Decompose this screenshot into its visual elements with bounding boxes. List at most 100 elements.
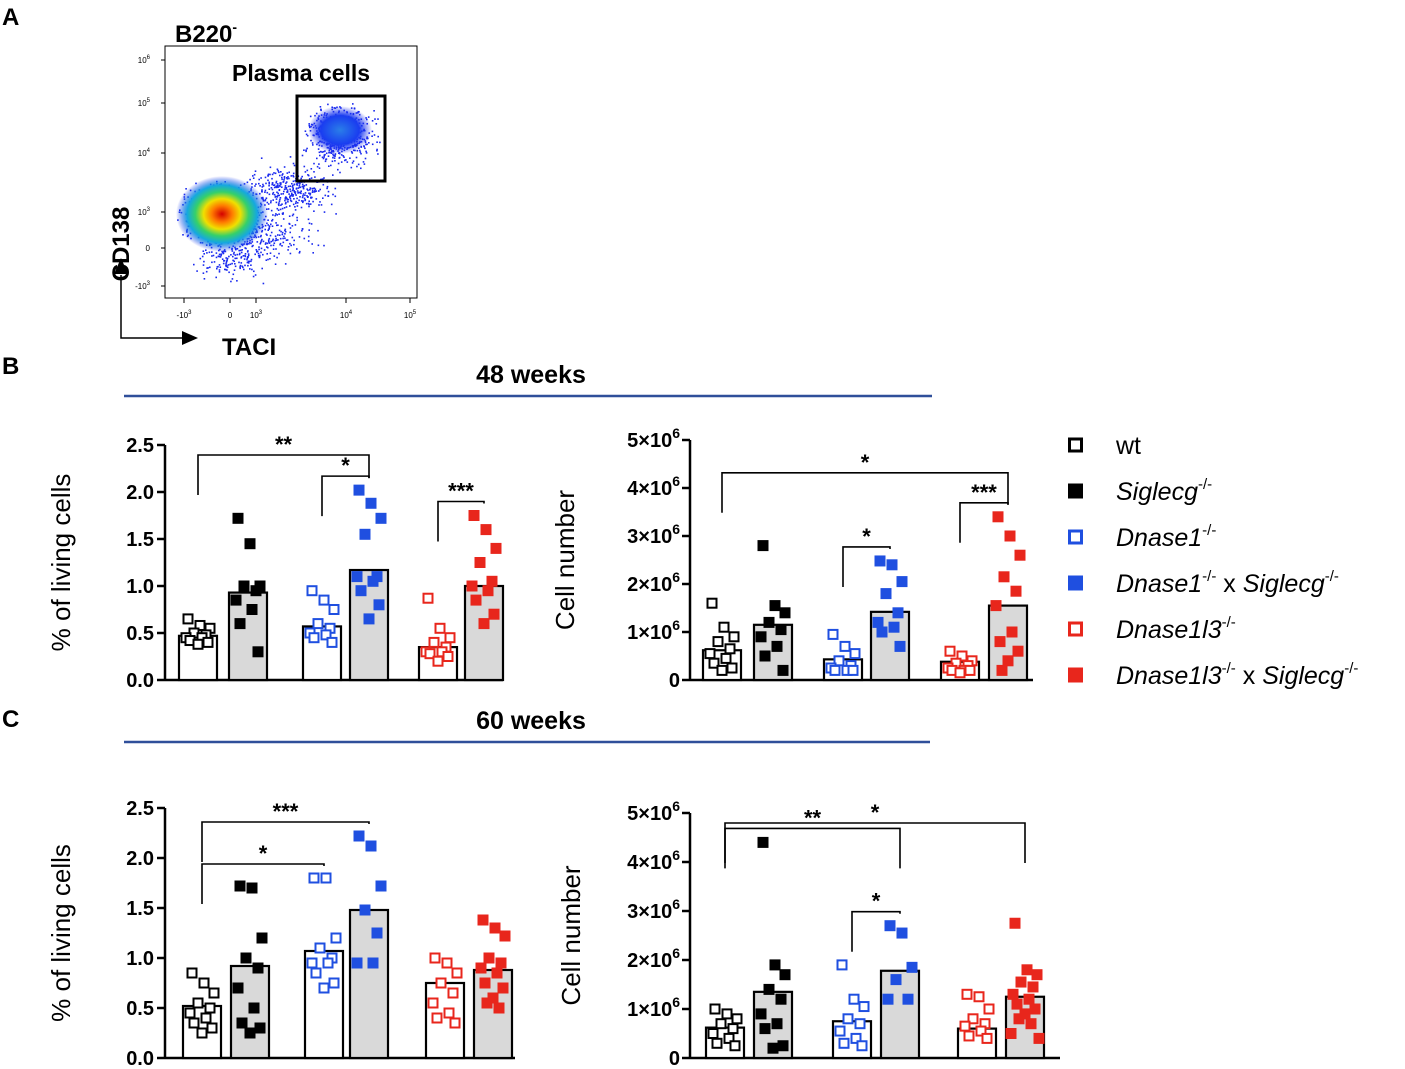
flow-event-dot bbox=[284, 186, 287, 189]
flow-event-dot bbox=[309, 192, 312, 195]
flow-event-dot bbox=[302, 187, 305, 190]
flow-event-dot bbox=[321, 151, 324, 153]
flow-event-dot bbox=[338, 157, 341, 159]
flow-event-dot bbox=[287, 246, 290, 248]
data-point bbox=[906, 961, 918, 973]
flow-event-dot bbox=[272, 248, 275, 250]
data-point bbox=[769, 600, 781, 612]
flow-event-dot bbox=[304, 171, 307, 173]
flow-event-dot bbox=[335, 213, 337, 215]
flow-event-dot bbox=[260, 251, 262, 254]
flow-event-dot bbox=[306, 188, 308, 190]
flow-event-dot bbox=[219, 266, 222, 268]
flow-event-dot bbox=[234, 254, 237, 256]
data-point bbox=[234, 880, 246, 892]
flow-event-dot bbox=[334, 195, 337, 198]
flow-event-dot bbox=[268, 226, 271, 228]
flow-event-dot bbox=[289, 231, 291, 234]
flow-event-dot bbox=[268, 241, 270, 243]
flow-event-dot bbox=[284, 228, 287, 231]
data-point bbox=[975, 1025, 987, 1037]
panel-label-a: A bbox=[2, 4, 19, 31]
flow-event-dot bbox=[253, 270, 255, 273]
flow-event-dot bbox=[297, 192, 299, 194]
flow-event-dot bbox=[239, 267, 241, 270]
flow-event-dot bbox=[274, 172, 277, 175]
flow-event-dot bbox=[262, 240, 265, 243]
flow-event-dot bbox=[276, 207, 279, 210]
flow-event-dot bbox=[302, 193, 305, 195]
flow-event-dot bbox=[337, 162, 340, 165]
flow-event-dot bbox=[317, 148, 320, 150]
data-point bbox=[365, 840, 377, 852]
flow-event-dot bbox=[240, 251, 243, 254]
flow-event-dot bbox=[262, 253, 264, 256]
flow-event-dot bbox=[371, 130, 374, 133]
flow-event-dot bbox=[295, 188, 298, 190]
data-point bbox=[477, 914, 489, 926]
flow-event-dot bbox=[351, 162, 354, 164]
flow-event-dot bbox=[286, 199, 289, 201]
data-point bbox=[312, 618, 324, 630]
flow-event-dot bbox=[295, 194, 297, 196]
flow-event-dot bbox=[291, 214, 294, 217]
flow-event-dot bbox=[281, 207, 284, 210]
data-point bbox=[188, 1017, 200, 1029]
flow-event-dot bbox=[327, 103, 329, 106]
flow-event-dot bbox=[362, 161, 365, 163]
data-point bbox=[847, 664, 859, 676]
significance-bracket bbox=[724, 822, 1026, 863]
data-point bbox=[468, 510, 480, 521]
flow-event-dot bbox=[308, 192, 310, 195]
flow-event-dot bbox=[259, 242, 262, 245]
data-point bbox=[480, 524, 492, 536]
flow-event-dot bbox=[289, 195, 291, 197]
data-point bbox=[363, 613, 375, 625]
data-point bbox=[490, 542, 502, 554]
flow-event-dot bbox=[313, 191, 316, 193]
flow-event-dot bbox=[275, 186, 278, 189]
panel-label-b: B bbox=[2, 353, 19, 380]
flow-event-dot bbox=[286, 172, 289, 174]
flow-event-dot bbox=[307, 196, 309, 198]
flow-event-dot bbox=[275, 195, 277, 198]
flow-event-dot bbox=[303, 184, 306, 187]
legend-label: Dnase1-/- x Siglecg-/- bbox=[1116, 568, 1339, 598]
flow-event-dot bbox=[311, 196, 313, 199]
flow-event-dot bbox=[270, 209, 273, 212]
y-tick-label: 1×106 bbox=[627, 617, 680, 644]
data-point bbox=[451, 967, 463, 979]
flow-event-dot bbox=[298, 236, 301, 238]
flow-event-dot bbox=[303, 149, 305, 151]
data-point bbox=[755, 1008, 767, 1020]
flow-event-dot bbox=[293, 243, 295, 246]
legend-marker bbox=[1068, 437, 1083, 453]
flow-event-dot bbox=[276, 183, 279, 185]
flow-event-dot bbox=[292, 172, 295, 175]
flow-plasma-density bbox=[308, 106, 372, 154]
flow-event-dot bbox=[302, 186, 305, 189]
flow-event-dot bbox=[332, 153, 334, 155]
flow-event-dot bbox=[351, 152, 354, 154]
flow-event-dot bbox=[309, 187, 312, 189]
data-point bbox=[1021, 964, 1033, 976]
flow-event-dot bbox=[296, 248, 298, 250]
flow-event-dot bbox=[287, 185, 290, 188]
flow-y-ticks: 106 105 104 103 0 -103 bbox=[135, 55, 165, 291]
flow-event-dot bbox=[299, 196, 301, 198]
flow-event-dot bbox=[282, 193, 284, 195]
flow-event-dot bbox=[288, 177, 290, 180]
data-point bbox=[481, 997, 493, 1009]
flow-event-dot bbox=[319, 188, 321, 191]
flow-y-tick-label: 0 bbox=[146, 244, 151, 253]
data-point bbox=[424, 648, 436, 660]
data-point bbox=[1023, 993, 1035, 1005]
flow-event-dot bbox=[265, 182, 267, 185]
data-point bbox=[963, 1030, 975, 1042]
flow-event-dot bbox=[286, 189, 289, 191]
data-point bbox=[248, 1002, 260, 1014]
flow-event-dot bbox=[371, 135, 373, 137]
data-point bbox=[836, 959, 848, 971]
flow-event-dot bbox=[267, 175, 269, 177]
data-point bbox=[431, 1012, 443, 1024]
